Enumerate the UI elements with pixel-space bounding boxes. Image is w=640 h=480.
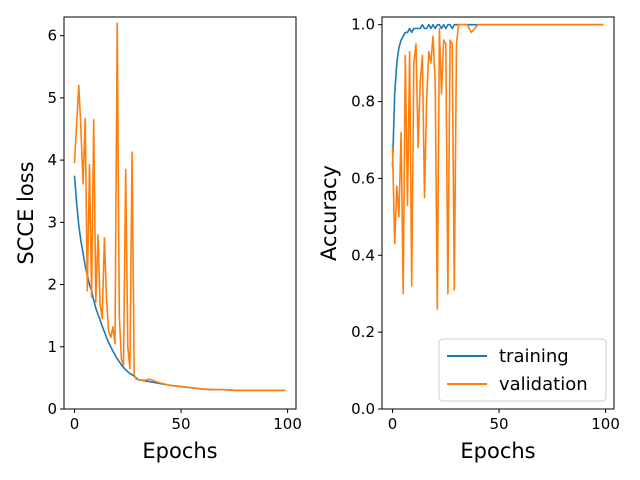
y-tick-label: 6: [47, 27, 57, 45]
training-legend-label: training: [499, 346, 569, 367]
validation-series-line: [73, 22, 286, 392]
loss-chart-panel: 0 50 100 0 1 2 3 4 5 6 Epochs SCCE loss: [14, 16, 302, 463]
x-axis-label: Epochs: [460, 439, 535, 463]
axes-frame: [381, 16, 615, 410]
y-tick-label: 2: [47, 276, 57, 294]
x-tick-label: 0: [388, 415, 398, 433]
validation-legend-label: validation: [499, 374, 588, 395]
y-tick-label: 3: [47, 213, 57, 231]
legend-box: [438, 338, 607, 402]
x-tick-label: 50: [490, 415, 509, 433]
y-axis-label: SCCE loss: [14, 161, 38, 264]
legend: training validation: [438, 338, 607, 402]
y-tick-label: 4: [47, 151, 57, 169]
y-tick-label: 0: [47, 400, 57, 418]
x-tick-label: 0: [70, 415, 80, 433]
x-axis-label: Epochs: [142, 439, 217, 463]
y-tick-label: 0.2: [351, 323, 375, 341]
y-axis-label: Accuracy: [317, 165, 341, 261]
y-tick-label: 0.6: [351, 169, 375, 187]
y-tick-label: 1.0: [351, 16, 375, 34]
validation-series-line: [391, 23, 604, 310]
y-tick-label: 0.4: [351, 246, 375, 264]
x-tick-label: 50: [172, 415, 191, 433]
y-tick-label: 1: [47, 338, 57, 356]
y-tick-label: 0.0: [351, 400, 375, 418]
axes-frame: [63, 16, 297, 410]
y-tick-label: 0.8: [351, 93, 375, 111]
x-tick-label: 100: [591, 415, 620, 433]
x-tick-label: 100: [273, 415, 302, 433]
training-series-line: [391, 23, 604, 167]
accuracy-chart-panel: 0 50 100 0.0 0.2 0.4 0.6 0.8 1.0 Epochs Accuracy tr…: [317, 16, 620, 463]
y-tick-label: 5: [47, 89, 57, 107]
